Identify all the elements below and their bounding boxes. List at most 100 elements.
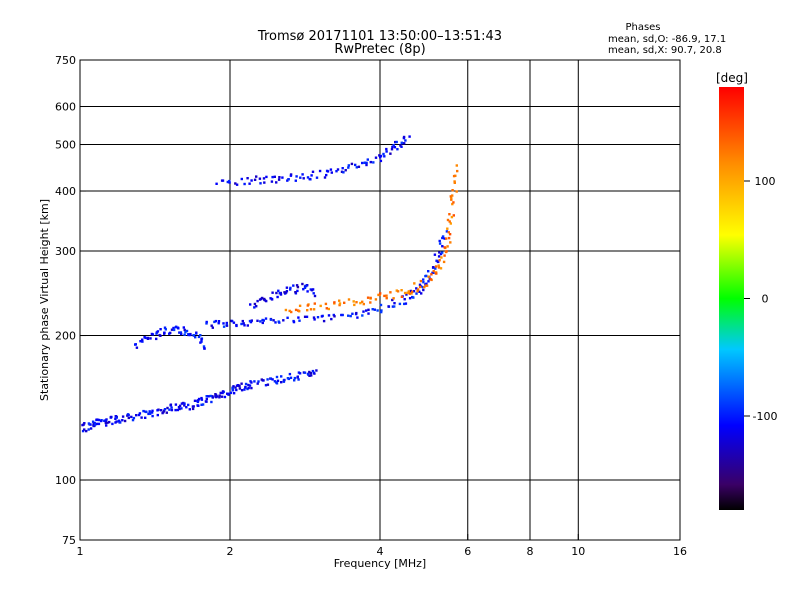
data-point — [256, 299, 259, 303]
data-point — [391, 298, 394, 302]
data-point — [164, 328, 167, 331]
data-point — [343, 301, 346, 304]
colorbar-tick-label: 100 — [755, 175, 776, 188]
data-point — [81, 429, 85, 433]
x-tick-label: 16 — [673, 545, 687, 558]
data-point — [269, 297, 272, 300]
data-point — [231, 388, 235, 392]
data-point — [356, 316, 359, 319]
data-point — [347, 314, 350, 317]
data-point — [250, 386, 253, 390]
colorbar — [719, 87, 744, 510]
data-point — [263, 299, 267, 302]
data-point — [406, 291, 409, 294]
data-point — [434, 265, 438, 268]
data-point — [438, 239, 441, 243]
data-point — [446, 218, 450, 222]
data-point — [324, 302, 328, 306]
data-point — [455, 190, 458, 193]
data-point — [241, 319, 244, 323]
phase-stats: Phases mean, sd,O: -86.9, 17.1 mean, sd,… — [608, 22, 726, 56]
data-point — [196, 400, 200, 404]
data-point — [250, 179, 253, 182]
data-point — [438, 251, 441, 254]
data-point — [188, 408, 191, 411]
data-point — [402, 135, 406, 139]
data-point — [363, 161, 366, 164]
data-point — [357, 165, 361, 168]
data-point — [359, 301, 362, 305]
data-point — [238, 384, 241, 388]
data-point — [425, 282, 428, 285]
data-point — [256, 382, 259, 385]
data-point — [149, 337, 152, 340]
data-point — [407, 290, 410, 293]
data-point — [220, 395, 224, 398]
data-point — [177, 327, 180, 330]
data-point — [211, 326, 214, 329]
data-point — [121, 415, 125, 418]
data-point — [257, 380, 260, 383]
data-point — [327, 307, 330, 311]
data-point — [168, 332, 171, 335]
data-point — [214, 319, 218, 323]
data-point — [275, 375, 279, 379]
data-point — [443, 237, 446, 240]
data-point — [170, 406, 173, 409]
data-point — [250, 381, 253, 384]
data-point — [404, 302, 408, 305]
data-point — [392, 297, 395, 300]
data-point — [275, 181, 278, 184]
data-point — [383, 155, 386, 158]
data-point — [301, 282, 304, 286]
phase-stats-o: mean, sd,O: -86.9, 17.1 — [608, 34, 726, 45]
data-point — [135, 414, 138, 417]
data-point — [244, 386, 247, 389]
data-point — [261, 318, 264, 322]
data-point — [308, 370, 311, 374]
data-point — [273, 175, 276, 178]
data-point — [296, 285, 300, 289]
data-point — [333, 301, 336, 304]
data-point — [379, 159, 383, 163]
data-point — [244, 382, 248, 386]
data-point — [106, 421, 109, 424]
data-point — [264, 384, 268, 387]
data-point — [422, 281, 425, 284]
y-tick-label: 500 — [55, 139, 76, 152]
data-point — [385, 294, 388, 297]
data-point — [298, 372, 302, 375]
data-point — [325, 307, 328, 310]
data-point — [218, 396, 221, 399]
data-point — [189, 333, 192, 337]
data-point — [431, 271, 434, 274]
data-point — [430, 273, 433, 276]
data-point — [259, 320, 262, 323]
data-point — [248, 384, 252, 387]
data-point — [323, 176, 327, 179]
data-point — [453, 180, 456, 183]
data-point — [293, 376, 297, 380]
data-point — [277, 289, 280, 292]
data-point — [449, 222, 452, 225]
data-point — [449, 241, 452, 244]
data-point — [306, 309, 309, 312]
data-point — [289, 376, 293, 379]
data-point — [392, 144, 395, 147]
data-point — [380, 310, 383, 314]
data-point — [313, 318, 316, 321]
data-point — [415, 287, 418, 290]
data-point — [408, 135, 411, 138]
data-point — [183, 328, 186, 332]
data-point — [96, 418, 99, 421]
data-point — [180, 402, 184, 405]
data-point — [182, 326, 185, 329]
data-point — [296, 289, 299, 293]
data-point — [305, 315, 309, 318]
data-point — [192, 334, 195, 337]
data-point — [395, 140, 398, 144]
data-point — [183, 333, 186, 336]
data-point — [145, 410, 148, 414]
data-point — [309, 308, 313, 311]
data-point — [435, 272, 438, 275]
